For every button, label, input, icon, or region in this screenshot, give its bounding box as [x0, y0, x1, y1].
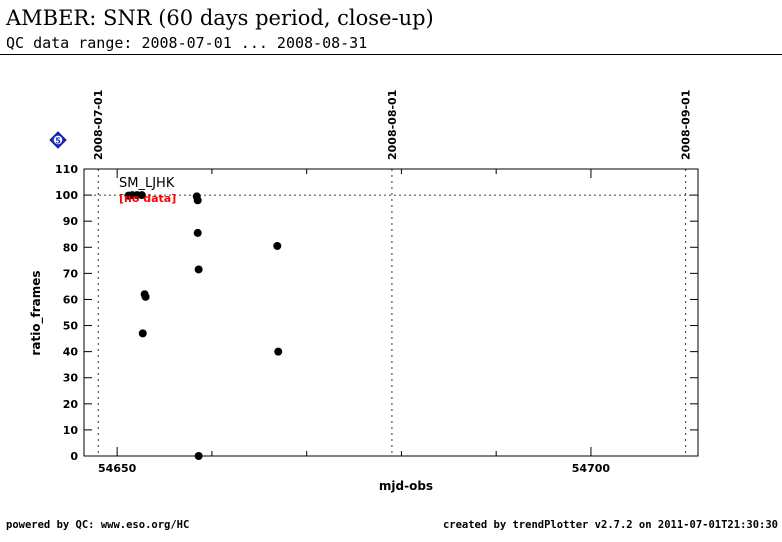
footer-created-by: created by trendPlotter v2.7.2 on 2011-0…: [442, 519, 778, 531]
date-marker-label: 2008-08-01: [386, 90, 399, 160]
y-tick-label: 20: [63, 398, 79, 411]
series-label: SM_LJHK: [119, 176, 175, 191]
plot-border: [83, 168, 699, 457]
date-marker-label: 2008-09-01: [680, 90, 693, 160]
y-tick-label: 40: [63, 346, 79, 359]
data-point: [274, 347, 283, 356]
data-point: [194, 452, 203, 460]
y-tick-label: 80: [63, 241, 79, 254]
chart-subtitle: QC data range: 2008-07-01 ... 2008-08-31: [6, 34, 368, 52]
y-tick-label: 30: [63, 372, 79, 385]
data-point: [137, 191, 146, 200]
data-point: [273, 241, 282, 250]
y-axis-label: ratio_frames: [29, 270, 44, 355]
date-markers: 2008-07-01 2008-08-01 2008-09-01: [92, 90, 693, 456]
y-tick-label: 0: [70, 450, 78, 463]
x-tick-label: 54700: [572, 462, 611, 475]
badge-label: 5: [55, 137, 61, 146]
badge-icon: 5: [49, 131, 67, 149]
y-tick-label: 70: [63, 267, 79, 280]
axis-ticks: 0 10 20 30 40 50 60 70 80 90 100 110 54650 54700: [55, 163, 698, 475]
header-rule: [0, 54, 782, 55]
data-point: [193, 196, 202, 205]
y-tick-label: 10: [63, 424, 79, 437]
data-point: [194, 265, 203, 274]
y-tick-label: 50: [63, 320, 79, 333]
y-tick-label: 90: [63, 215, 79, 228]
x-axis-label: mjd-obs: [379, 479, 433, 493]
y-tick-label: 60: [63, 293, 79, 306]
data-point: [138, 329, 147, 338]
data-point: [193, 228, 202, 237]
date-marker-label: 2008-07-01: [92, 90, 105, 160]
y-tick-label: 100: [55, 189, 78, 202]
scatter-chart: 2008-07-01 2008-08-01 2008-09-01 0 10 20 30 40…: [29, 90, 699, 493]
no-data-annotation: [no data]: [119, 192, 176, 205]
y-tick-label: 110: [55, 163, 78, 176]
data-points: [124, 191, 283, 460]
data-point: [141, 292, 150, 301]
footer-powered-by: powered by QC: www.eso.org/HC: [6, 519, 190, 531]
chart-title: AMBER: SNR (60 days period, close-up): [6, 6, 434, 30]
plot-frame: [83, 168, 699, 457]
x-tick-label: 54650: [98, 462, 137, 475]
